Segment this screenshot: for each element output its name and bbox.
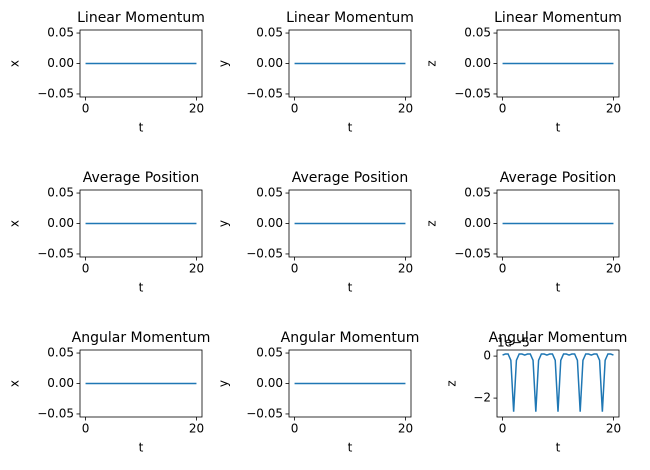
x-tick-label: 0 <box>499 102 507 116</box>
subplot-title: Angular Momentum <box>72 330 211 346</box>
y-axis-label: x <box>8 60 22 67</box>
x-tick-label: 20 <box>398 262 413 276</box>
y-tick-label: 0 <box>483 349 491 363</box>
y-tick-label: 0.05 <box>256 26 283 40</box>
x-tick-label: 0 <box>82 262 90 276</box>
y-tick-label: 0.05 <box>464 186 491 200</box>
x-tick-label: 0 <box>291 422 299 436</box>
subplot-title: Linear Momentum <box>286 10 414 26</box>
y-axis-label: x <box>8 220 22 227</box>
x-tick-label: 20 <box>189 422 204 436</box>
y-tick-label: 0.05 <box>256 186 283 200</box>
subplot: −0.05 0.00 0.05 0 20 Linear Momentum t z <box>425 10 622 135</box>
y-tick-label: −0.05 <box>454 246 491 260</box>
y-tick-label: −0.05 <box>37 246 74 260</box>
x-axis-label: t <box>139 441 144 455</box>
x-tick-label: 0 <box>82 422 90 436</box>
subplot-title: Average Position <box>500 170 616 186</box>
data-line <box>502 353 614 412</box>
subplot: −0.05 0.00 0.05 0 20 Angular Momentum t y <box>217 330 420 455</box>
y-axis-label: x <box>8 380 22 387</box>
x-axis-label: t <box>556 441 561 455</box>
y-axis-label: y <box>217 60 231 67</box>
x-tick-label: 20 <box>606 102 621 116</box>
x-tick-label: 20 <box>189 262 204 276</box>
x-axis-label: t <box>139 121 144 135</box>
x-axis-label: t <box>556 281 561 295</box>
x-tick-label: 0 <box>82 102 90 116</box>
y-tick-label: 0.05 <box>47 186 74 200</box>
subplot-title: Average Position <box>83 170 199 186</box>
subplot: −0.05 0.00 0.05 0 20 Average Position t x <box>8 170 205 295</box>
x-axis-label: t <box>139 281 144 295</box>
x-tick-label: 0 <box>499 422 507 436</box>
x-axis-label: t <box>348 121 353 135</box>
y-axis-label: z <box>425 60 439 66</box>
y-tick-label: 0.00 <box>464 56 491 70</box>
subplot: −2 0 0 20 Angular Momentum t z 1e−5 <box>445 330 628 455</box>
y-tick-label: −2 <box>473 391 491 405</box>
x-tick-label: 20 <box>398 102 413 116</box>
y-axis-label: y <box>217 220 231 227</box>
x-tick-label: 0 <box>291 262 299 276</box>
subplot: −0.05 0.00 0.05 0 20 Linear Momentum t x <box>8 10 205 135</box>
y-tick-label: 0.00 <box>47 376 74 390</box>
y-tick-label: −0.05 <box>246 406 283 420</box>
axes-frame <box>496 349 620 418</box>
y-axis-label: z <box>425 220 439 226</box>
y-axis-label: y <box>217 380 231 387</box>
x-tick-label: 20 <box>398 422 413 436</box>
y-tick-label: −0.05 <box>37 406 74 420</box>
subplot: −0.05 0.00 0.05 0 20 Average Position t y <box>217 170 414 295</box>
x-axis-label: t <box>556 121 561 135</box>
y-axis-label: z <box>445 380 459 386</box>
subplot-title: Angular Momentum <box>281 330 420 346</box>
x-tick-label: 0 <box>499 262 507 276</box>
x-tick-label: 0 <box>291 102 299 116</box>
y-tick-label: 0.05 <box>47 346 74 360</box>
subplot-title: Linear Momentum <box>494 10 622 26</box>
y-tick-label: 0.00 <box>256 56 283 70</box>
x-tick-label: 20 <box>606 422 621 436</box>
x-tick-label: 20 <box>189 102 204 116</box>
subplot: −0.05 0.00 0.05 0 20 Linear Momentum t y <box>217 10 414 135</box>
y-tick-label: 0.05 <box>47 26 74 40</box>
y-tick-label: 0.00 <box>47 216 74 230</box>
y-offset-label: 1e−5 <box>497 336 530 350</box>
y-tick-label: 0.00 <box>256 216 283 230</box>
y-tick-label: −0.05 <box>246 86 283 100</box>
x-tick-label: 20 <box>606 262 621 276</box>
y-tick-label: 0.00 <box>256 376 283 390</box>
subplot-title: Linear Momentum <box>77 10 205 26</box>
x-axis-label: t <box>348 281 353 295</box>
subplot-title: Average Position <box>292 170 408 186</box>
y-tick-label: 0.05 <box>464 26 491 40</box>
subplot: −0.05 0.00 0.05 0 20 Angular Momentum t x <box>8 330 211 455</box>
subplot: −0.05 0.00 0.05 0 20 Average Position t z <box>425 170 622 295</box>
y-tick-label: 0.00 <box>464 216 491 230</box>
y-tick-label: −0.05 <box>246 246 283 260</box>
y-tick-label: −0.05 <box>454 86 491 100</box>
y-tick-label: −0.05 <box>37 86 74 100</box>
subplot-title: Angular Momentum <box>489 330 628 346</box>
y-tick-label: 0.00 <box>47 56 74 70</box>
x-axis-label: t <box>348 441 353 455</box>
y-tick-label: 0.05 <box>256 346 283 360</box>
